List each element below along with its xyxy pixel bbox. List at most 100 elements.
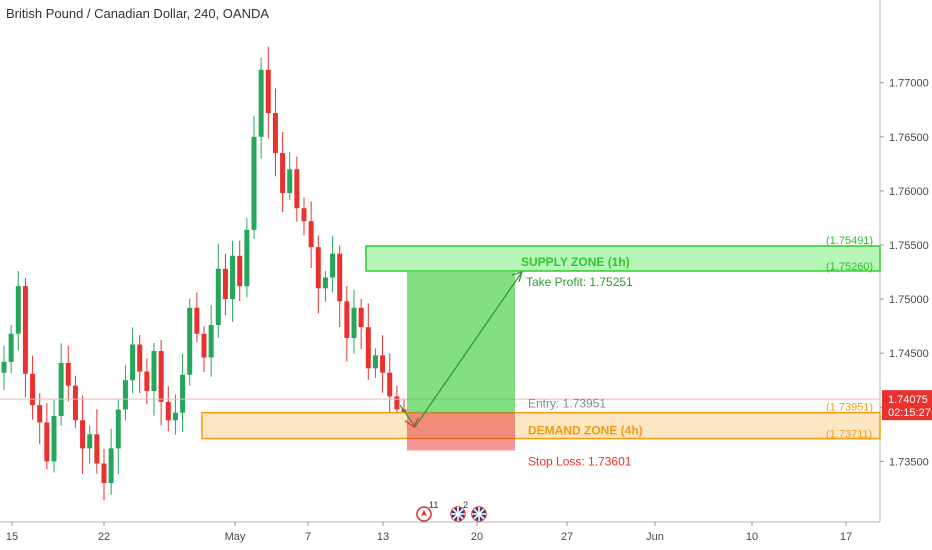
- candle-body: [272, 113, 278, 154]
- candle-body: [30, 373, 36, 406]
- candle-body: [101, 463, 107, 484]
- demand-bottom-label: (1.73711): [826, 429, 872, 441]
- candle-body: [130, 344, 136, 381]
- uk-flag-icon[interactable]: 2: [450, 500, 468, 522]
- y-tick-label: 1.75000: [889, 294, 929, 306]
- candle-body: [301, 208, 307, 222]
- candle-body: [287, 169, 293, 194]
- candle-body: [158, 351, 164, 402]
- candle-body: [187, 307, 193, 375]
- candle-body: [358, 307, 364, 328]
- candle-body: [137, 344, 143, 372]
- candle-body: [201, 333, 207, 358]
- candle-body: [1, 361, 7, 373]
- candle-body: [337, 253, 343, 302]
- candle-body: [330, 253, 336, 278]
- candle-body: [115, 409, 121, 449]
- x-tick-label: 20: [471, 531, 483, 543]
- union-jack-shape: [472, 507, 486, 521]
- uk-flag-icon[interactable]: [471, 506, 487, 522]
- x-tick-label: 27: [561, 531, 573, 543]
- candle-body: [87, 434, 93, 449]
- current-price-label: 1.74075: [888, 394, 928, 406]
- entry-label: Entry: 1.73951: [528, 397, 606, 411]
- candle-body: [244, 229, 250, 287]
- candle-body: [208, 325, 214, 358]
- candle-body: [251, 136, 257, 230]
- countdown-label: 02:15:27: [888, 407, 931, 419]
- event-count: 2: [463, 500, 468, 510]
- entry-arrowhead: [404, 417, 419, 428]
- candle-body: [294, 169, 300, 209]
- candle-body: [265, 69, 271, 114]
- candle-body: [215, 268, 221, 326]
- candle-body: [322, 277, 328, 289]
- candle-body: [380, 355, 386, 373]
- supply-bottom-label: (1.75260): [826, 261, 873, 273]
- candle-body: [222, 268, 228, 300]
- demand-top-label: (1.73951): [826, 402, 873, 414]
- maple-leaf-shape: [421, 510, 427, 516]
- candle-body: [344, 301, 350, 339]
- candle-body: [230, 255, 236, 300]
- x-tick-label: 22: [98, 531, 110, 543]
- x-tick-label: 17: [840, 531, 852, 543]
- candle-body: [65, 362, 71, 386]
- projection-path: [399, 271, 523, 428]
- y-tick-label: 1.74500: [889, 348, 929, 360]
- stop-loss-label: Stop Loss: 1.73601: [528, 454, 632, 468]
- candle-body: [94, 434, 100, 464]
- y-tick-label: 1.76500: [889, 132, 929, 144]
- candle-body: [44, 422, 50, 462]
- candle-body: [8, 333, 14, 362]
- projection-arrowhead: [511, 270, 523, 283]
- candle-body: [72, 385, 78, 421]
- candle-body: [280, 153, 286, 194]
- x-tick-label: 15: [6, 531, 18, 543]
- demand-zone-label: DEMAND ZONE (4h): [528, 424, 643, 438]
- candle-body: [51, 415, 57, 462]
- canada-flag-icon[interactable]: 11: [416, 500, 438, 522]
- candle-body: [308, 221, 314, 248]
- supply-top-label: (1.75491): [826, 235, 873, 247]
- candle-body: [172, 412, 178, 421]
- candle-body: [258, 69, 264, 137]
- candle-body: [108, 448, 114, 484]
- y-tick-label: 1.75500: [889, 240, 929, 252]
- candle-body: [22, 286, 28, 374]
- candle-body: [37, 405, 43, 423]
- x-tick-label: 10: [746, 531, 758, 543]
- candle-body: [315, 247, 321, 289]
- take-profit-label: Take Profit: 1.75251: [526, 275, 633, 289]
- x-tick-label: Jun: [646, 531, 664, 543]
- candle-body: [237, 255, 243, 287]
- candle-body: [372, 355, 378, 369]
- supply-zone: [365, 245, 881, 272]
- x-tick-label: 13: [377, 531, 389, 543]
- stop-loss-area: [407, 412, 515, 451]
- candle-body: [15, 286, 21, 334]
- take-profit-area: [407, 271, 515, 413]
- candle-body: [165, 401, 171, 421]
- candle-body: [80, 420, 86, 449]
- candle-body: [365, 327, 371, 369]
- candle-body: [144, 371, 150, 392]
- union-jack-shape: [451, 507, 465, 521]
- x-tick-label: May: [225, 531, 246, 543]
- y-tick-label: 1.73500: [889, 456, 929, 468]
- candle-body: [387, 372, 393, 397]
- candle-body: [194, 307, 200, 334]
- candle-body: [394, 396, 400, 410]
- chart-title: British Pound / Canadian Dollar, 240, OA…: [6, 6, 269, 21]
- supply-zone-label: SUPPLY ZONE (1h): [521, 255, 630, 269]
- candle-body: [122, 380, 128, 410]
- event-count: 11: [429, 500, 438, 510]
- candle-body: [351, 307, 357, 339]
- candle-body: [58, 362, 64, 416]
- y-tick-label: 1.76000: [889, 186, 929, 198]
- current-price-badge: [882, 390, 932, 421]
- demand-zone: [201, 411, 881, 440]
- candle-body: [180, 374, 186, 413]
